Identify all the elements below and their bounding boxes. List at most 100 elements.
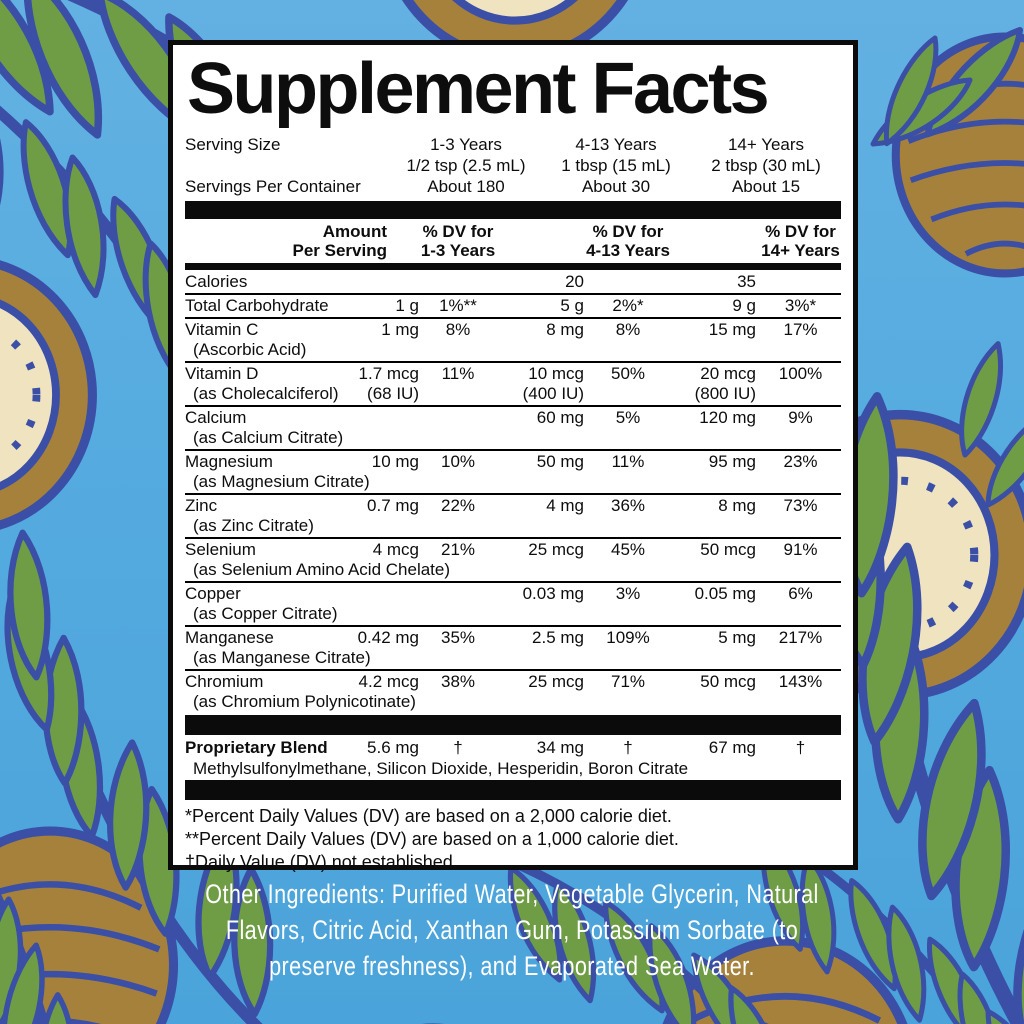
nutrient-sub-line: (as Calcium Citrate) (185, 429, 841, 449)
nutrient-source: (as Copper Citrate) (193, 604, 338, 624)
amount-iu-value (493, 429, 588, 447)
nutrient-source: (as Manganese Citrate) (193, 648, 371, 668)
spacer (760, 649, 841, 667)
amount-value: 2.5 mg (532, 628, 584, 648)
blend-ingredients: Methylsulfonylmethane, Silicon Dioxide, … (193, 759, 689, 779)
age-range: 4-13 Years (575, 135, 657, 155)
amount-value: 4 mg (546, 496, 584, 516)
dv-value: 10% (440, 452, 476, 472)
nutrient-sub-line: (as Magnesium Citrate) (185, 473, 841, 493)
spacer (423, 649, 493, 667)
dv-value: 91% (783, 540, 818, 560)
amount-iu-value (493, 473, 588, 491)
nutrient-table: Calories 20 35 Total Carbohydrate 1 g 1%** 5 g… (185, 271, 841, 713)
dv-value: 9% (788, 408, 813, 428)
spacer (423, 429, 493, 447)
spacer (760, 429, 841, 447)
dv-header: % DV for 4-13 Years (586, 222, 670, 261)
servings-per-container-value: About 180 (427, 177, 505, 197)
nutrient-source: (as Cholecalciferol) (193, 384, 339, 404)
spacer (588, 341, 668, 359)
nutrient-main-line: Copper 0.03 mg 3% 0.05 mg 6% (185, 583, 841, 605)
footnotes: *Percent Daily Values (DV) are based on … (185, 805, 841, 874)
dv-value: † (453, 738, 463, 758)
dv-value: 71% (610, 672, 646, 692)
table-row: Selenium 4 mcg 21% 25 mcg 45% 50 mcg 91% (as Se… (185, 539, 841, 584)
panel-title: Supplement Facts (187, 49, 770, 129)
spacer (588, 561, 668, 579)
amount-iu-value (333, 605, 423, 623)
nutrient-name: Selenium (185, 540, 256, 560)
dv-value: † (795, 738, 806, 758)
serving-info: Serving Size 1-3 Years 4-13 Years 14+ Ye… (185, 134, 841, 197)
spacer (760, 561, 841, 579)
nutrient-name: Total Carbohydrate (185, 296, 329, 316)
dv-header: % DV for 14+ Years (761, 222, 840, 261)
spacer (423, 605, 493, 623)
dv-value: 11% (611, 452, 645, 472)
footnote: †Daily Value (DV) not established. (185, 852, 458, 873)
amount-value: 0.05 mg (694, 584, 756, 604)
amount-iu-value (668, 605, 760, 623)
dv-value: 21% (440, 540, 476, 560)
amount-iu-value (668, 473, 760, 491)
amount-value: 0.42 mg (357, 628, 419, 648)
amount-value: 1.7 mcg (358, 364, 419, 384)
amount-value: 50 mcg (700, 540, 756, 560)
amount-iu-value (668, 341, 760, 359)
table-header-row: Amount Per Serving % DV for 1-3 Years % … (185, 220, 841, 262)
amount-value: 4 mcg (372, 540, 419, 560)
amount-value: 120 mg (699, 408, 756, 428)
dv-value: 217% (778, 628, 823, 648)
amount-iu-value: (800 IU) (694, 384, 756, 404)
dv-value: 2%* (612, 296, 644, 316)
dv-value: 1%** (439, 296, 477, 316)
nutrient-source: (Ascorbic Acid) (193, 340, 307, 360)
amount-iu-value (668, 649, 760, 667)
table-row: Copper 0.03 mg 3% 0.05 mg 6% (as Copper Citra… (185, 583, 841, 628)
age-range: 14+ Years (727, 135, 805, 155)
nutrient-sub-line: (as Chromium Polynicotinate) (185, 693, 841, 713)
nutrient-source: (as Magnesium Citrate) (193, 472, 370, 492)
amount-value: 20 mcg (700, 364, 756, 384)
nutrient-main-line: Vitamin C 1 mg 8% 8 mg 8% 15 mg 17% (185, 319, 841, 341)
servings-per-container-value: About 30 (581, 177, 651, 197)
nutrient-main-line: Manganese 0.42 mg 35% 2.5 mg 109% 5 mg 217% (185, 627, 841, 649)
amount-iu-value (333, 693, 423, 711)
nutrient-sub-line: (as Zinc Citrate) (185, 517, 841, 537)
amount-iu-value (333, 341, 423, 359)
nutrient-name: Magnesium (185, 452, 273, 472)
amount-value: 95 mg (708, 452, 756, 472)
divider-bar (185, 201, 841, 220)
spacer (588, 693, 668, 711)
serving-size-value: 1 tbsp (15 mL) (561, 156, 671, 176)
amount-iu-value (333, 517, 423, 535)
table-row: Total Carbohydrate 1 g 1%** 5 g 2%* 9 g 3%* (185, 295, 841, 320)
amount-iu-value (668, 429, 760, 447)
nutrient-name: Copper (185, 584, 241, 604)
amount-iu-value (333, 561, 423, 579)
divider-bar (185, 715, 841, 736)
nutrient-sub-line: (as Copper Citrate) (185, 605, 841, 625)
amount-value: 35 (737, 272, 756, 292)
spacer (760, 517, 841, 535)
amount-value: 4.2 mcg (358, 672, 419, 692)
amount-iu-value (493, 341, 588, 359)
amount-value: 60 mg (536, 408, 584, 428)
table-row: Manganese 0.42 mg 35% 2.5 mg 109% 5 mg 217% (as… (185, 627, 841, 672)
dv-value: † (623, 738, 633, 758)
amount-iu-value: (400 IU) (522, 384, 584, 404)
amount-value (333, 407, 423, 429)
nutrient-name: Calories (185, 272, 248, 292)
spacer (760, 605, 841, 623)
other-ingredients-line: Flavors, Citric Acid, Xanthan Gum, Potas… (225, 915, 799, 945)
amount-value (333, 583, 423, 605)
amount-iu-value (668, 561, 760, 579)
dv-value: 5% (615, 408, 641, 428)
dv-value: 35% (440, 628, 476, 648)
dv-value: 73% (783, 496, 818, 516)
spacer (760, 473, 841, 491)
amount-value: 10 mg (371, 452, 419, 472)
amount-value: 0.03 mg (522, 584, 584, 604)
dv-value: 8% (445, 320, 471, 340)
